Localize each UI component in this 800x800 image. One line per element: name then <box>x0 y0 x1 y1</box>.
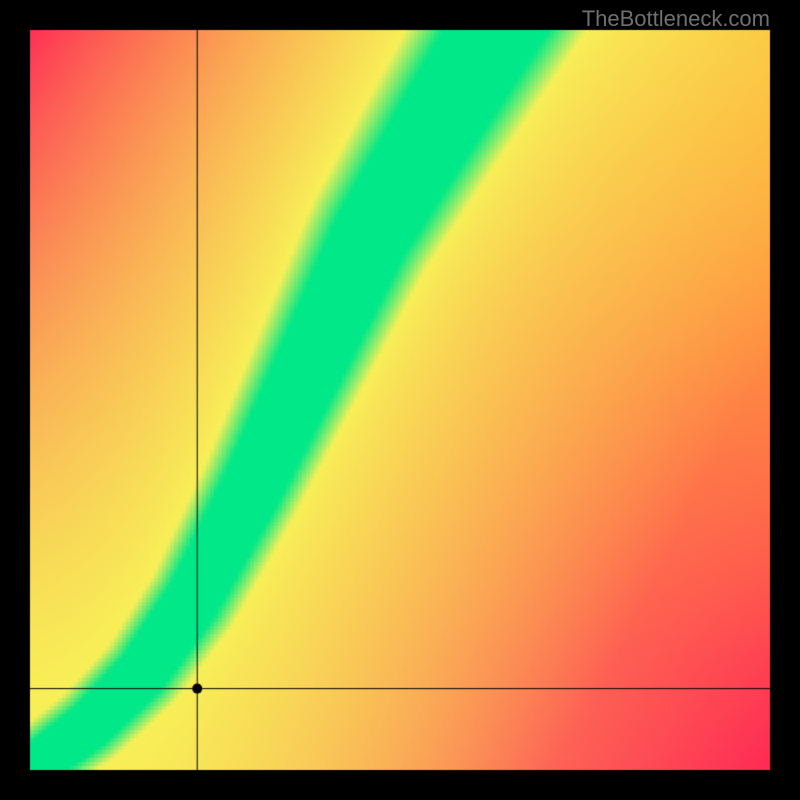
heatmap-canvas <box>0 0 800 800</box>
watermark-text: TheBottleneck.com <box>582 6 770 32</box>
chart-container: { "watermark_text": "TheBottleneck.com",… <box>0 0 800 800</box>
